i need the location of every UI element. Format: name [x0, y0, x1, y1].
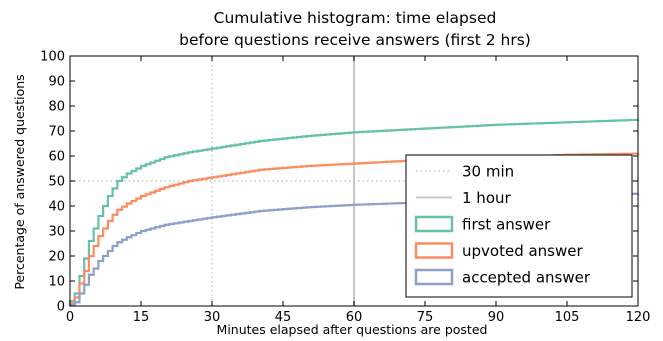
chart-title-line-1: Cumulative histogram: time elapsed: [214, 9, 497, 27]
x-tick-label: 0: [66, 310, 74, 325]
y-tick-label: 20: [48, 250, 65, 265]
y-tick-label: 80: [48, 100, 65, 115]
chart-title-line-2: before questions receive answers (first …: [179, 31, 531, 49]
legend-box: [405, 154, 633, 298]
legend-label-30-min: 30 min: [462, 163, 514, 181]
y-tick-label: 0: [57, 300, 65, 315]
legend-label-upvoted-answer: upvoted answer: [462, 242, 583, 260]
x-tick-label: 120: [626, 310, 651, 325]
y-tick-label: 60: [48, 150, 65, 165]
y-tick-label: 40: [48, 200, 65, 215]
legend-swatch-first-answer: [414, 215, 454, 233]
series-line-first-answer: [68, 118, 640, 306]
legend-label-first-answer: first answer: [462, 216, 551, 234]
x-tick-label: 30: [204, 310, 221, 325]
x-tick-label: 45: [275, 310, 292, 325]
legend-swatch-accepted-answer: [414, 268, 454, 286]
y-tick-label: 100: [40, 50, 65, 65]
y-tick-label: 30: [48, 225, 65, 240]
legend-label-accepted-answer: accepted answer: [462, 269, 591, 287]
x-tick-label: 15: [133, 310, 150, 325]
x-tick-label: 60: [346, 310, 363, 325]
y-tick-label: 70: [48, 125, 65, 140]
legend-label-1-hour: 1 hour: [462, 189, 512, 207]
x-tick-label: 90: [488, 310, 505, 325]
y-tick-label: 50: [48, 175, 65, 190]
x-axis-label: Minutes elapsed after questions are post…: [217, 322, 488, 337]
legend: 30 min 1 hour first answer upvoted answer ac…: [405, 154, 633, 298]
y-tick-label: 90: [48, 75, 65, 90]
legend-swatch-upvoted-answer: [414, 242, 454, 259]
y-axis-label: Percentage of answered questions: [12, 74, 27, 289]
x-tick-label: 105: [555, 310, 580, 325]
y-tick-label: 10: [48, 275, 65, 290]
x-tick-label: 75: [417, 310, 434, 325]
